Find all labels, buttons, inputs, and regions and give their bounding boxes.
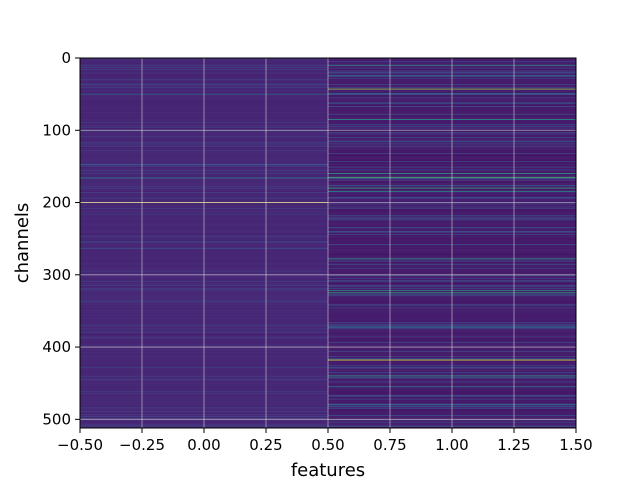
- y-tick-label: 500: [42, 410, 71, 428]
- x-tick-label: 0.25: [249, 436, 282, 454]
- y-tick-label: 200: [42, 194, 71, 212]
- x-axis-label: features: [291, 460, 365, 480]
- x-axis: −0.50 −0.25 0.00 0.25 0.50 0.75 1.00 1.25 1.50: [57, 428, 593, 454]
- x-tick-label: −0.25: [119, 436, 165, 454]
- x-tick-label: 0.50: [311, 436, 344, 454]
- y-tick-label: 100: [42, 121, 71, 139]
- y-tick-label: 0: [61, 49, 71, 67]
- x-tick-label: 1.00: [435, 436, 468, 454]
- y-tick-label: 400: [42, 338, 71, 356]
- y-axis-label: channels: [12, 203, 33, 284]
- y-tick-label: 300: [42, 266, 71, 284]
- x-tick-label: 0.75: [373, 436, 406, 454]
- x-tick-label: 0.00: [187, 436, 220, 454]
- x-tick-label: 1.25: [497, 436, 530, 454]
- x-tick-label: −0.50: [57, 436, 103, 454]
- y-axis: 0 100 200 300 400 500: [42, 49, 80, 428]
- x-tick-label: 1.50: [559, 436, 592, 454]
